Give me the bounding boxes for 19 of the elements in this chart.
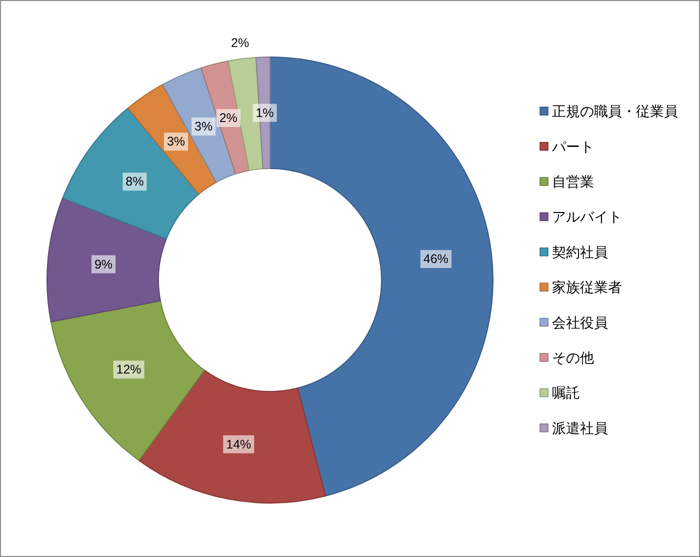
data-label: 3%: [166, 134, 186, 149]
legend-label: その他: [552, 350, 594, 366]
legend-label: 派遣社員: [552, 420, 608, 436]
legend-label: パート: [551, 138, 594, 154]
legend-label: 家族従業者: [552, 279, 622, 296]
legend-label: アルバイト: [552, 208, 622, 225]
legend-label: 自営業: [552, 174, 594, 190]
data-label: 46%: [423, 252, 448, 266]
data-label: 14%: [226, 437, 252, 452]
data-label: 9%: [94, 257, 113, 272]
legend-label: 会社役員: [552, 314, 608, 330]
data-label: 12%: [116, 362, 142, 377]
data-label: 8%: [126, 174, 144, 189]
data-label: 2%: [219, 111, 238, 126]
data-label: 1%: [256, 106, 274, 120]
data-label: 3%: [194, 120, 213, 134]
legend-label: 嘱託: [552, 384, 580, 401]
legend-label: 契約社員: [552, 244, 608, 260]
data-label: 2%: [231, 36, 250, 50]
